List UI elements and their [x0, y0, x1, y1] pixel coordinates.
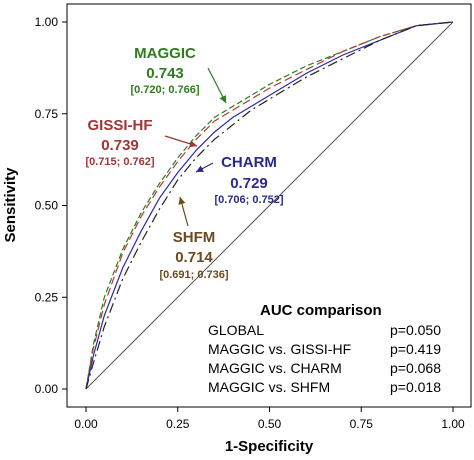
roc-curve-shfm [85, 21, 454, 390]
x-axis-ticks: 0.00 0.25 0.50 0.75 1.00 [74, 407, 465, 431]
cmp-row-charm-p: p=0.068 [390, 360, 441, 376]
maggic-auc: 0.743 [146, 65, 184, 82]
roc-curve-gissi-hf [85, 21, 454, 390]
y-tick-label: 1.00 [35, 15, 59, 29]
gissi-label: GISSI-HF [87, 117, 152, 134]
x-tick-label: 0.75 [350, 417, 374, 431]
gissi-ci: [0.715; 0.762] [85, 156, 154, 168]
charm-ci: [0.706; 0.752] [214, 194, 283, 206]
shfm-label: SHFM [173, 229, 216, 246]
x-tick-label: 0.50 [258, 417, 282, 431]
y-tick-label: 0.50 [35, 199, 59, 213]
auc-comparison-title: AUC comparison [260, 302, 382, 319]
shfm-arrow [178, 196, 189, 227]
cmp-row-gissi-label: MAGGIC vs. GISSI-HF [208, 341, 351, 357]
series-layer [85, 21, 454, 390]
maggic-ci: [0.720; 0.766] [130, 84, 199, 96]
charm-label: CHARM [221, 154, 277, 171]
cmp-row-gissi-p: p=0.419 [390, 341, 441, 357]
x-tick-label: 1.00 [441, 417, 465, 431]
cmp-row-shfm-label: MAGGIC vs. SHFM [208, 379, 330, 395]
shfm-annotation: SHFM 0.714 [0.691; 0.736] [159, 196, 229, 281]
y-tick-label: 0.75 [35, 107, 59, 121]
cmp-row-global-p: p=0.050 [390, 322, 441, 338]
y-axis-ticks: 0.00 0.25 0.50 0.75 1.00 [35, 15, 67, 396]
shfm-ci: [0.691; 0.736] [159, 269, 228, 281]
gissi-annotation: GISSI-HF 0.739 [0.715; 0.762] [85, 117, 198, 168]
shfm-auc: 0.714 [175, 249, 213, 266]
roc-curve-charm [85, 21, 454, 390]
cmp-row-charm-label: MAGGIC vs. CHARM [208, 360, 342, 376]
y-tick-label: 0.00 [35, 382, 59, 396]
x-axis-title: 1-Specificity [225, 438, 314, 455]
auc-comparison-table: AUC comparison GLOBAL p=0.050 MAGGIC vs.… [208, 302, 441, 395]
reference-diagonal [85, 21, 454, 390]
charm-auc: 0.729 [230, 175, 268, 192]
maggic-label: MAGGIC [134, 45, 196, 62]
cmp-row-shfm-p: p=0.018 [390, 379, 441, 395]
y-tick-label: 0.25 [35, 290, 59, 304]
x-tick-label: 0.00 [74, 417, 98, 431]
cmp-row-global-label: GLOBAL [208, 322, 264, 338]
maggic-annotation: MAGGIC 0.743 [0.720; 0.766] [130, 45, 227, 104]
gissi-arrow [164, 135, 198, 148]
charm-arrow [195, 162, 214, 173]
maggic-arrow [207, 67, 227, 104]
y-axis-title: Sensitivity [2, 167, 19, 243]
gissi-auc: 0.739 [101, 137, 139, 154]
x-tick-label: 0.25 [166, 417, 190, 431]
charm-annotation: CHARM 0.729 [0.706; 0.752] [195, 154, 284, 206]
